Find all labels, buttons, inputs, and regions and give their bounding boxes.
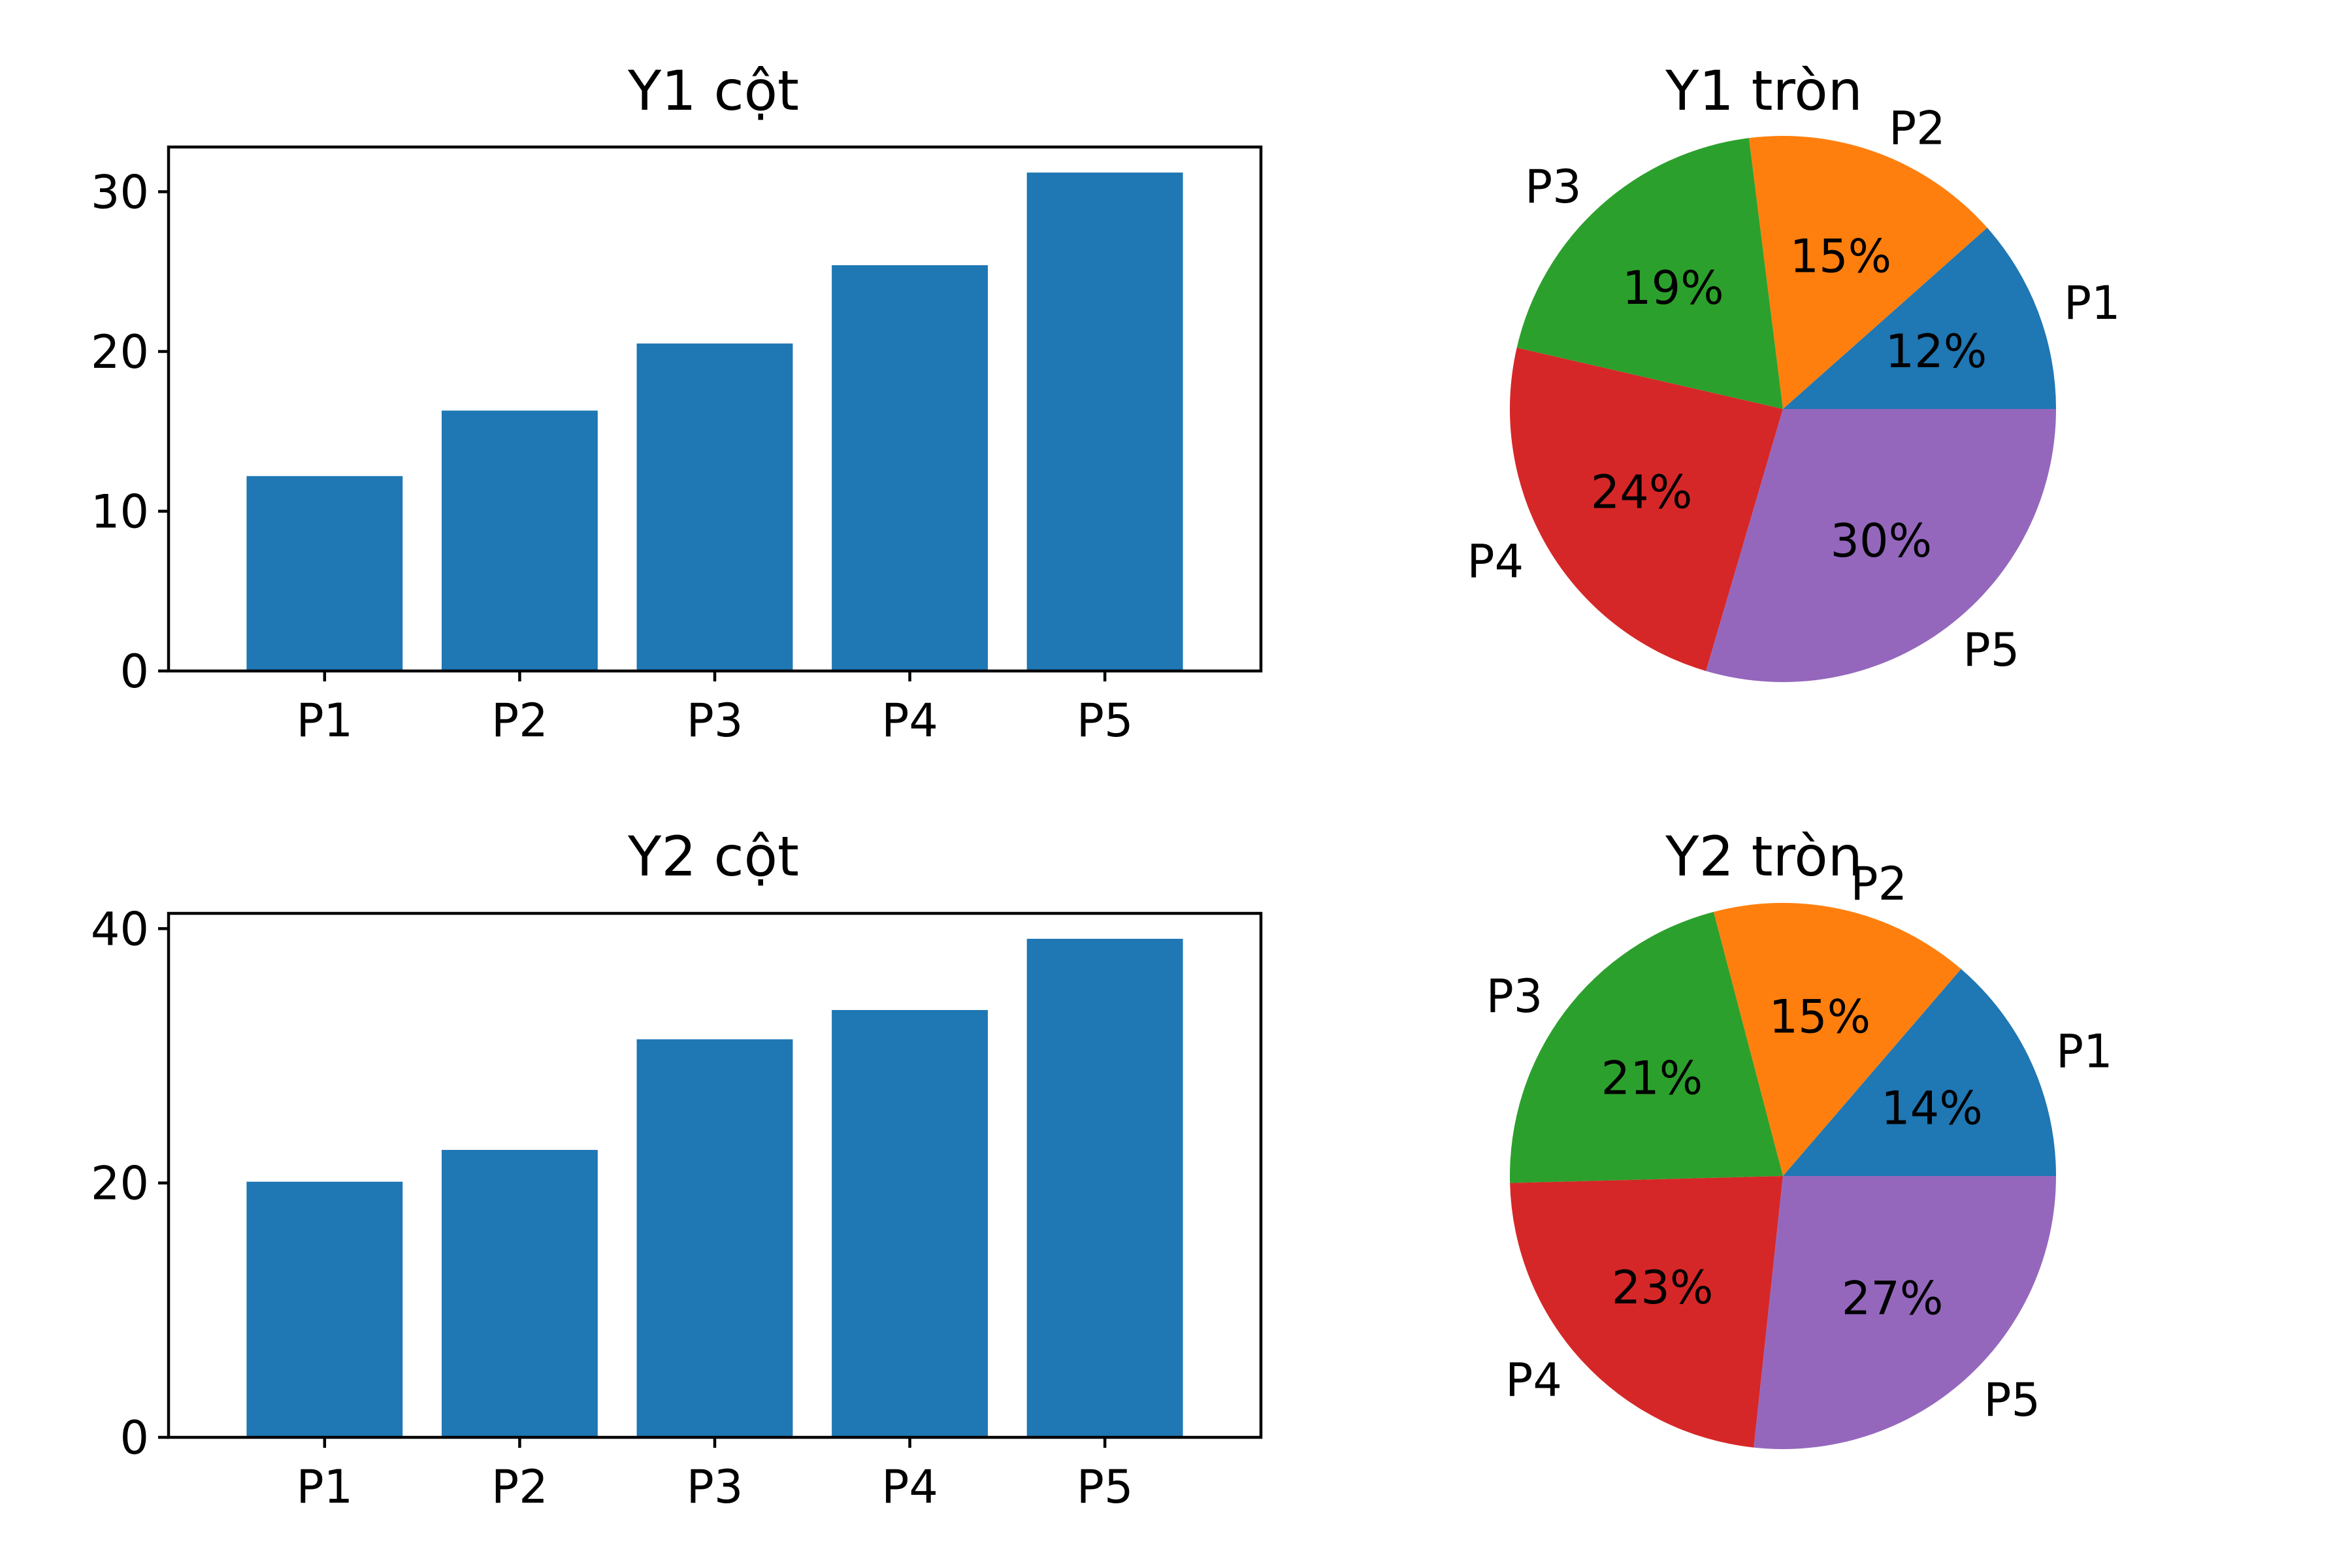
y-tick-label: 30 [91, 165, 149, 219]
bar-p4 [832, 1009, 988, 1437]
pie-slice-p2 [1713, 903, 1961, 1176]
pie-slice-p1 [1783, 969, 2056, 1176]
pie-label: P1 [2064, 276, 2121, 330]
pie-slice-p1 [1783, 227, 2056, 409]
x-tick-label: P4 [881, 1460, 938, 1514]
pie-label: P3 [1525, 160, 1582, 214]
pie-slice-p4 [1510, 1176, 1783, 1448]
y-tick-label: 20 [91, 1157, 149, 1211]
bar-p1 [246, 1181, 403, 1437]
pie-label: P1 [2056, 1024, 2113, 1078]
y-tick-label: 20 [91, 325, 149, 379]
pie-percent-label: 23% [1612, 1261, 1714, 1315]
chart-title: Y2 tròn [1665, 825, 1863, 889]
pie-label: P2 [1889, 102, 1946, 155]
pie-percent-label: 27% [1842, 1272, 1944, 1326]
pie-label: P4 [1467, 534, 1524, 588]
pie-label: P3 [1486, 970, 1543, 1023]
x-tick-label: P3 [687, 1460, 743, 1514]
bar-p5 [1026, 938, 1183, 1437]
pie-chart-y2: P1 14% P2 15% P3 21% P4 23% P5 27% Y2 tròn [1486, 825, 2113, 1450]
x-tick-label: P1 [296, 694, 353, 747]
bar-p2 [442, 410, 598, 671]
pie-label: P4 [1505, 1354, 1562, 1407]
bar-p3 [636, 1039, 793, 1437]
pie-label: P5 [1984, 1373, 2040, 1427]
x-tick-label: P1 [296, 1460, 353, 1514]
chart-title: Y2 cột [627, 825, 799, 889]
y-tick-label: 40 [91, 902, 149, 956]
pie-slice-p4 [1510, 348, 1783, 672]
x-tick-label: P3 [687, 694, 743, 747]
pie-percent-label: 19% [1622, 261, 1724, 315]
pie-percent-label: 15% [1790, 229, 1892, 283]
y-tick-label: 10 [91, 485, 149, 538]
y-tick-label: 0 [120, 1411, 149, 1465]
x-tick-label: P5 [1077, 1460, 1134, 1514]
bar-p2 [442, 1150, 598, 1437]
bar-p3 [636, 343, 793, 671]
pie-slice-p3 [1510, 911, 1783, 1183]
bar-p4 [832, 265, 988, 671]
chart-title: Y1 tròn [1665, 59, 1863, 123]
pie-percent-label: 24% [1591, 466, 1693, 519]
pie-slice-p5 [1706, 409, 2056, 683]
x-tick-label: P2 [491, 1460, 548, 1514]
pie-percent-label: 15% [1769, 990, 1871, 1044]
pie-slice-p5 [1754, 1176, 2056, 1450]
pie-percent-label: 14% [1881, 1081, 1983, 1135]
pie-percent-label: 21% [1601, 1051, 1703, 1105]
pie-label: P2 [1850, 857, 1907, 911]
pie-slice-p2 [1748, 136, 1987, 410]
pie-chart-y1: P1 12% P2 15% P3 19% P4 24% P5 30% Y1 tròn [1467, 59, 2121, 683]
bar-p1 [246, 476, 403, 671]
pie-label: P5 [1963, 623, 2020, 677]
chart-title: Y1 cột [627, 59, 799, 123]
pie-percent-label: 30% [1831, 514, 1933, 568]
x-tick-label: P5 [1077, 694, 1134, 747]
x-tick-label: P2 [491, 694, 548, 747]
x-tick-label: P4 [881, 694, 938, 747]
y-tick-label: 0 [120, 645, 149, 698]
bar-chart-y2: Y2 cột P1 P2 P3 P4 P5 0 20 40 [91, 825, 1263, 1514]
bar-p5 [1026, 172, 1183, 671]
pie-percent-label: 12% [1886, 325, 1987, 378]
bar-chart-y1: Y1 cột P1 P2 P3 P4 P5 0 10 20 30 [91, 59, 1263, 747]
pie-slice-p3 [1516, 138, 1783, 409]
